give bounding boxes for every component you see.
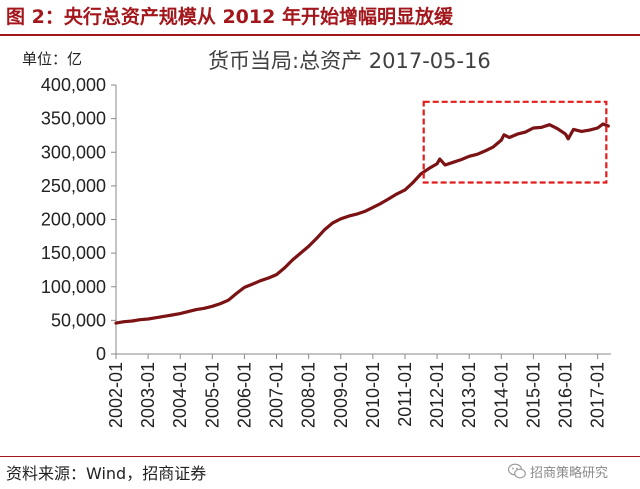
y-tick-label: 300,000 [41,142,106,162]
chart-title: 货币当局:总资产 2017-05-16 [208,49,491,73]
x-tick-label: 2006-01 [234,362,254,428]
unit-label: 单位：亿 [22,50,83,68]
x-tick-label: 2003-01 [138,362,158,428]
x-tick-label: 2014-01 [491,362,511,428]
x-tick-label: 2004-01 [170,362,190,428]
x-tick-label: 2017-01 [588,362,608,428]
wechat-icon [508,463,526,479]
highlight-box [422,100,608,184]
watermark: 招商策略研究 [530,466,609,481]
title-divider [0,34,640,36]
y-axis: 0 50,000 100,000 150,000 200,000 250,000 300,0… [41,75,117,364]
x-tick-label: 2015-01 [523,362,543,428]
x-tick-label: 2010-01 [363,362,383,428]
x-axis: 2002-01 2003-01 2004-01 2005-01 2006-01 2007-… [106,353,611,428]
y-tick-label: 400,000 [41,75,106,95]
y-tick-label: 250,000 [41,176,106,196]
source-note: 资料来源：Wind，招商证券 [6,464,207,483]
y-tick-label: 150,000 [41,243,106,263]
x-tick-label: 2007-01 [267,362,287,428]
series-line [114,122,610,325]
y-tick-label: 50,000 [51,310,106,330]
y-tick-label: 200,000 [41,210,106,230]
x-tick-label: 2005-01 [202,362,222,428]
x-tick-label: 2002-01 [106,362,126,428]
x-tick-label: 2013-01 [459,362,479,428]
source-divider [0,456,640,457]
y-tick-label: 350,000 [41,109,106,129]
figure-title: 图 2：央行总资产规模从 2012 年开始增幅明显放缓 [6,6,453,28]
x-tick-label: 2008-01 [299,362,319,428]
plot-area [114,100,610,325]
x-tick-label: 2009-01 [331,362,351,428]
y-tick-label: 0 [96,344,106,364]
x-tick-label: 2016-01 [556,362,576,428]
y-tick-label: 100,000 [41,277,106,297]
x-tick-label: 2011-01 [395,362,415,427]
x-tick-label: 2012-01 [427,362,447,428]
